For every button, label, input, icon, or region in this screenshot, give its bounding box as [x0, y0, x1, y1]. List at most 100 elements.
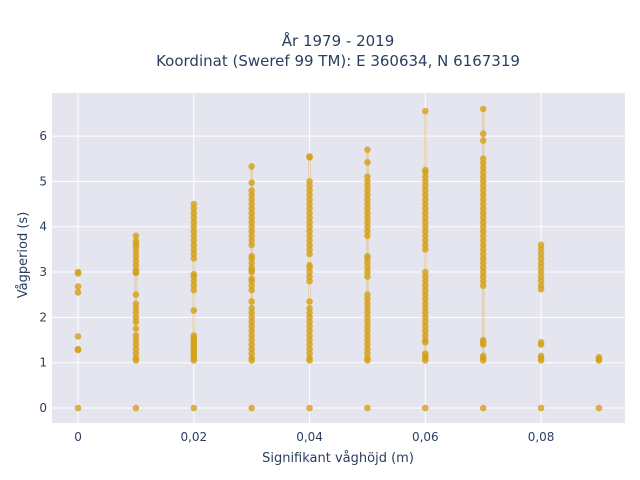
data-point-8-0 — [537, 404, 545, 412]
data-point-3-38 — [248, 179, 255, 187]
data-point-5-32 — [364, 191, 371, 199]
data-point-1-10 — [132, 314, 140, 321]
data-point-7-37 — [479, 130, 487, 138]
data-point-0-5 — [74, 283, 82, 290]
data-point-8-15 — [537, 246, 545, 253]
data-point-4-2 — [306, 354, 313, 362]
data-point-0-2 — [74, 345, 82, 353]
y-axis-title: Vågperiod (s) — [16, 212, 31, 299]
data-point-1-12 — [132, 305, 140, 312]
data-point-3-0 — [248, 404, 255, 412]
data-point-2-19 — [190, 255, 198, 262]
data-point-1-17 — [132, 266, 140, 274]
data-point-6-31 — [422, 205, 429, 212]
data-point-6-29 — [422, 214, 429, 221]
data-point-6-35 — [422, 187, 429, 194]
data-point-5-37 — [364, 159, 371, 166]
data-point-5-19 — [364, 264, 371, 271]
y-tick-label-6: 6 — [39, 129, 47, 143]
data-point-5-6 — [364, 336, 371, 344]
data-point-2-12 — [190, 332, 198, 339]
data-point-1-11 — [132, 309, 140, 317]
data-point-1-2 — [132, 354, 140, 362]
y-axis-ticks: 0 1 2 3 4 5 6 — [39, 129, 47, 415]
data-point-8-5 — [537, 339, 545, 346]
chart-subtitle: Koordinat (Sweref 99 TM): E 360634, N 61… — [156, 52, 520, 70]
data-point-6-25 — [422, 232, 429, 240]
data-point-0-4 — [74, 289, 82, 296]
data-point-7-15 — [479, 246, 487, 253]
data-point-3-32 — [248, 209, 255, 217]
data-point-6-38 — [422, 173, 429, 181]
data-point-3-39 — [248, 163, 255, 170]
data-point-7-29 — [479, 182, 487, 190]
data-point-7-13 — [479, 255, 487, 262]
data-point-4-34 — [306, 187, 313, 194]
data-point-1-19 — [132, 257, 140, 265]
data-point-2-16 — [190, 277, 198, 285]
data-point-1-9 — [132, 318, 140, 326]
data-point-7-8 — [479, 277, 487, 285]
data-point-2-31 — [190, 200, 198, 208]
x-axis-ticks: 0 0,02 0,04 0,06 0,08 — [74, 430, 554, 444]
data-point-6-13 — [422, 305, 429, 312]
data-point-8-16 — [537, 241, 545, 249]
data-point-5-12 — [364, 309, 371, 317]
data-point-7-38 — [479, 105, 487, 113]
data-point-3-24 — [248, 252, 255, 260]
data-point-6-12 — [422, 309, 429, 317]
data-point-3-15 — [248, 286, 255, 294]
data-point-6-20 — [422, 273, 429, 280]
data-point-5-5 — [364, 341, 371, 348]
data-point-1-20 — [132, 252, 140, 260]
y-tick-label-2: 2 — [39, 310, 47, 324]
data-point-2-13 — [190, 307, 198, 314]
data-point-5-3 — [364, 350, 371, 357]
data-point-2-0 — [190, 404, 198, 412]
data-point-7-31 — [479, 173, 487, 181]
data-point-8-9 — [537, 273, 545, 280]
data-point-1-13 — [132, 300, 140, 308]
data-point-5-34 — [364, 182, 371, 190]
data-point-7-16 — [479, 241, 487, 249]
data-point-4-26 — [306, 223, 313, 231]
data-point-7-20 — [479, 223, 487, 231]
data-point-3-7 — [248, 332, 255, 339]
data-point-7-33 — [479, 164, 487, 172]
chart-title: År 1979 - 2019 — [282, 31, 395, 50]
data-point-1-21 — [132, 248, 140, 255]
data-point-2-30 — [190, 205, 198, 212]
data-point-5-28 — [364, 209, 371, 217]
data-point-8-7 — [537, 282, 545, 289]
data-points — [74, 105, 603, 412]
data-point-8-11 — [537, 264, 545, 271]
data-point-3-37 — [248, 187, 255, 194]
data-point-7-0 — [479, 404, 487, 412]
data-point-7-22 — [479, 214, 487, 221]
data-point-4-12 — [306, 309, 313, 317]
data-point-6-16 — [422, 291, 429, 299]
data-point-6-23 — [422, 241, 429, 249]
data-point-4-13 — [306, 305, 313, 312]
data-point-4-14 — [306, 298, 313, 305]
data-point-0-3 — [74, 333, 82, 340]
data-point-2-26 — [190, 223, 198, 231]
data-point-3-27 — [248, 232, 255, 240]
data-point-4-29 — [306, 209, 313, 217]
data-point-2-23 — [190, 237, 198, 244]
data-point-7-19 — [479, 227, 487, 235]
data-point-6-27 — [422, 223, 429, 231]
data-point-2-22 — [190, 241, 198, 249]
plot-area — [52, 93, 625, 423]
data-point-3-6 — [248, 336, 255, 344]
data-point-7-26 — [479, 196, 487, 203]
data-point-2-20 — [190, 250, 198, 258]
y-tick-label-1: 1 — [39, 356, 47, 370]
x-tick-label-1: 0,02 — [180, 430, 207, 444]
data-point-3-4 — [248, 345, 255, 353]
data-point-7-11 — [479, 264, 487, 271]
data-point-9-0 — [595, 404, 603, 412]
data-point-5-11 — [364, 314, 371, 321]
data-point-5-0 — [364, 404, 371, 412]
